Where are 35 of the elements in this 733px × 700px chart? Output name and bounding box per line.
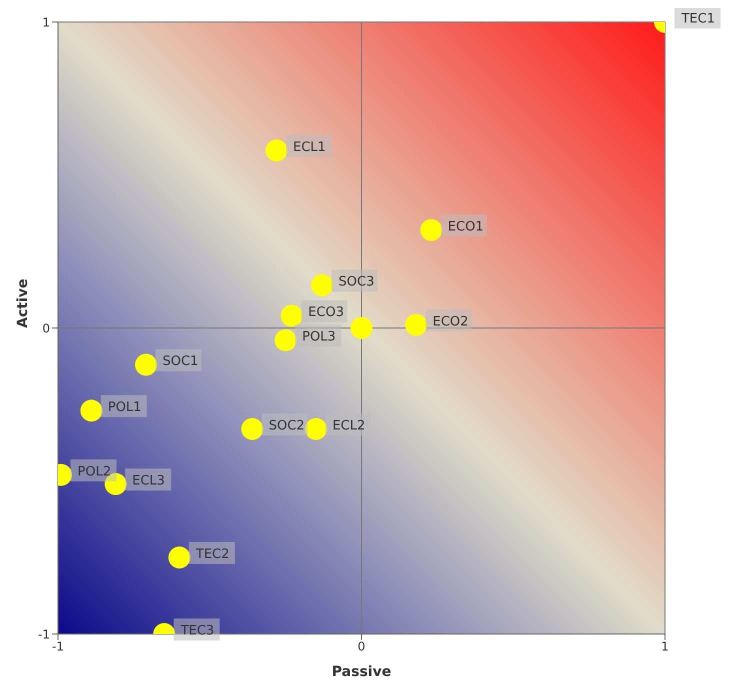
data-label: ECO1 (448, 220, 484, 235)
y-tick-label: -1 (38, 627, 50, 642)
point (420, 219, 442, 242)
data-label: POL3 (302, 330, 336, 345)
data-label: TEC1 (680, 11, 715, 26)
data-label: POL2 (78, 464, 112, 480)
data-label: POL1 (108, 400, 142, 416)
point (266, 140, 288, 162)
data-label: ECL1 (293, 140, 326, 156)
point (80, 400, 102, 422)
data-label: TEC2 (194, 546, 230, 562)
x-tick-label: 0 (358, 640, 366, 654)
point (274, 329, 297, 352)
x-tick-label: 1 (661, 640, 669, 654)
data-label: ECO2 (432, 314, 468, 330)
x-axis-title: Passive (332, 664, 392, 680)
point (311, 274, 334, 296)
data-label: SOC2 (268, 418, 305, 434)
point (350, 317, 372, 339)
data-label: SOC3 (338, 274, 374, 290)
point (241, 418, 264, 440)
point (168, 546, 190, 568)
data-label: ECL3 (132, 474, 165, 489)
x-tick-label: -1 (52, 640, 64, 654)
data-label: ECL2 (332, 418, 366, 434)
y-tick-label: 1 (42, 15, 50, 30)
point (280, 304, 303, 327)
point (304, 418, 327, 440)
y-axis-title: Active (14, 278, 31, 328)
point (405, 314, 428, 336)
data-label: SOC1 (162, 354, 198, 370)
data-label: ECO3 (308, 305, 344, 320)
y-tick-label: 0 (42, 321, 50, 336)
point (135, 354, 158, 376)
data-label: TEC3 (180, 623, 214, 638)
